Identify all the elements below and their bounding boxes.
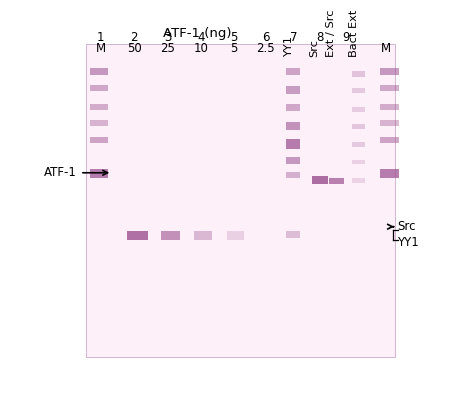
Bar <box>286 157 300 164</box>
Text: Bact Ext: Bact Ext <box>349 9 359 57</box>
Bar <box>352 107 365 112</box>
Text: 1: 1 <box>97 31 105 44</box>
Text: 8: 8 <box>316 31 323 44</box>
Text: ATF-1 (ng): ATF-1 (ng) <box>163 27 231 40</box>
Text: M: M <box>381 42 391 55</box>
Text: ATF-1: ATF-1 <box>44 166 108 179</box>
Bar <box>329 178 344 184</box>
Text: 50: 50 <box>127 42 141 55</box>
Bar <box>227 231 244 240</box>
Bar <box>380 120 399 126</box>
Text: 6: 6 <box>262 31 269 44</box>
Text: M: M <box>96 42 106 55</box>
Text: Ext / Src: Ext / Src <box>326 9 336 57</box>
Bar <box>312 176 328 184</box>
Bar <box>286 231 300 238</box>
Text: 9: 9 <box>342 31 350 44</box>
Bar <box>352 160 365 164</box>
Bar <box>286 122 300 130</box>
Text: 5: 5 <box>231 31 238 44</box>
Bar <box>352 88 365 93</box>
Bar <box>286 172 300 178</box>
Text: 4: 4 <box>197 31 205 44</box>
Bar <box>194 231 212 240</box>
Bar <box>380 85 399 91</box>
Bar <box>286 68 300 75</box>
Bar <box>286 104 300 111</box>
Bar <box>352 178 365 183</box>
Text: YY1: YY1 <box>284 36 293 57</box>
Text: 2.5: 2.5 <box>256 42 275 55</box>
Bar <box>90 169 109 178</box>
Bar <box>380 104 399 110</box>
Text: Src: Src <box>388 220 415 233</box>
Bar <box>161 231 180 240</box>
Bar <box>286 139 300 149</box>
Bar <box>352 71 365 76</box>
Bar <box>90 120 109 126</box>
Text: YY1: YY1 <box>397 236 419 249</box>
Text: 7: 7 <box>290 31 298 44</box>
Text: 2: 2 <box>130 31 138 44</box>
Bar <box>286 86 300 94</box>
Bar <box>380 68 399 75</box>
Bar <box>380 169 399 178</box>
Bar <box>90 137 109 143</box>
Text: Src: Src <box>310 39 320 57</box>
Text: 25: 25 <box>160 42 175 55</box>
Bar <box>380 137 399 143</box>
Bar <box>352 124 365 129</box>
Text: 3: 3 <box>164 31 171 44</box>
Bar <box>90 104 109 110</box>
Bar <box>128 231 148 240</box>
Bar <box>90 85 109 91</box>
Text: 5: 5 <box>231 42 238 55</box>
Bar <box>86 44 395 357</box>
Bar <box>352 142 365 147</box>
Bar <box>90 68 109 75</box>
Text: 10: 10 <box>194 42 208 55</box>
